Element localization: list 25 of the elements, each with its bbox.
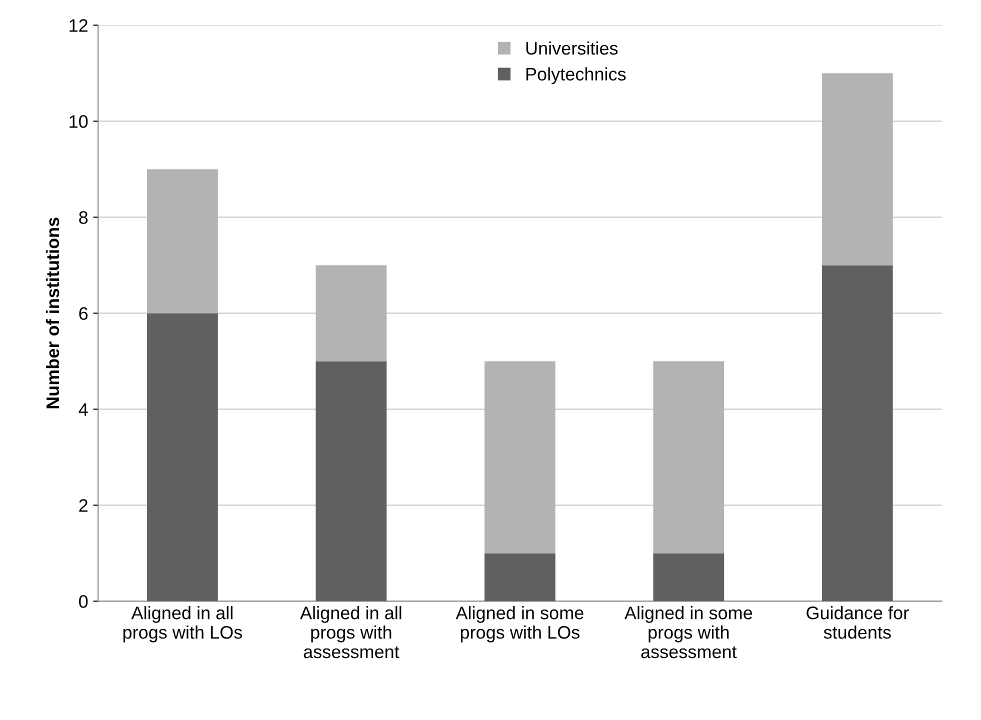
x-tick-label: Aligned in all progs with LOs xyxy=(123,606,242,642)
y-tick-label: 2 xyxy=(79,499,88,512)
bar xyxy=(147,169,218,314)
x-tick-label: Aligned in all progs with assessment xyxy=(300,606,402,658)
y-tick-label: 6 xyxy=(79,307,88,320)
x-tick-label: Guidance for students xyxy=(806,606,909,639)
bar xyxy=(822,73,893,266)
x-tick-label: Aligned in some progs with assessment xyxy=(624,606,752,658)
bar xyxy=(316,265,387,362)
x-tick-label: Aligned in some progs with LOs xyxy=(456,606,584,642)
y-tick-label: 8 xyxy=(79,211,88,224)
legend-label: Universities xyxy=(526,41,618,55)
bar xyxy=(147,313,218,602)
y-tick-label: 4 xyxy=(78,403,88,416)
y-tick-label: 0 xyxy=(79,595,88,608)
bar xyxy=(653,553,724,602)
bar xyxy=(484,553,556,602)
bar xyxy=(316,361,387,602)
y-tick-label: 10 xyxy=(70,115,88,128)
bar xyxy=(484,361,556,554)
y-tick-label: 12 xyxy=(70,19,88,32)
legend-label: Polytechnics xyxy=(526,67,626,84)
bar xyxy=(653,361,724,554)
bar xyxy=(822,265,893,602)
y-axis-title: Number of institutions xyxy=(46,218,60,408)
